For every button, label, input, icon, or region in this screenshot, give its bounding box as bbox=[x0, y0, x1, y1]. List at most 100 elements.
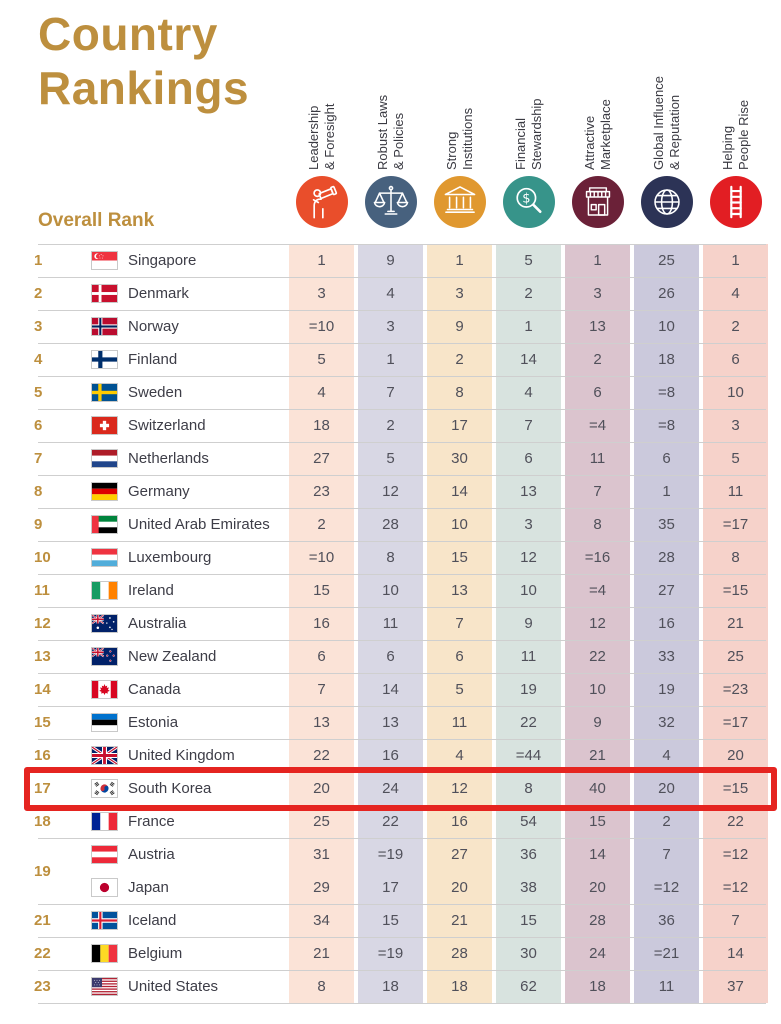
rank-value-cell-robust-laws-policies: 17 bbox=[382, 879, 399, 896]
country-name: Estonia bbox=[128, 714, 179, 731]
rank-value-cell-financial-stewardship: 1 bbox=[524, 318, 533, 335]
rank-value-cell-attractive-marketplace: 11 bbox=[589, 450, 606, 467]
country-name: Sweden bbox=[128, 384, 183, 401]
rank-value-cell-attractive-marketplace: 3 bbox=[593, 285, 602, 302]
column-stripe-helping-people-rise bbox=[703, 244, 768, 1003]
country-name: Denmark bbox=[128, 285, 189, 302]
page-title-line2: Rankings bbox=[38, 61, 250, 114]
rank-value-cell-global-influence-reputation: 25 bbox=[658, 252, 675, 269]
column-header-line: & Reputation bbox=[666, 94, 682, 170]
overall-rank-value: 23 bbox=[34, 978, 51, 995]
row-separator bbox=[38, 970, 766, 971]
rank-value-cell-leadership-foresight: 16 bbox=[313, 615, 330, 632]
rank-value-cell-helping-people-rise: 8 bbox=[731, 549, 740, 566]
rank-value-cell-attractive-marketplace: 22 bbox=[589, 648, 606, 665]
rank-value-cell-strong-institutions: 1 bbox=[455, 252, 464, 269]
rank-value-cell-global-influence-reputation: 26 bbox=[658, 285, 675, 302]
rank-value-cell-global-influence-reputation: =12 bbox=[653, 879, 680, 896]
rank-value-cell-global-influence-reputation: 7 bbox=[662, 846, 671, 863]
column-stripe-leadership-foresight bbox=[289, 244, 354, 1003]
overall-rank-value: 11 bbox=[34, 582, 50, 599]
column-header-line: Stewardship bbox=[528, 98, 544, 170]
rank-value-cell-strong-institutions: 7 bbox=[455, 615, 464, 632]
rank-value-cell-attractive-marketplace: =4 bbox=[588, 417, 607, 434]
country-name: Canada bbox=[128, 681, 181, 698]
page-title: Country Rankings bbox=[38, 8, 249, 116]
column-header-line: Attractive bbox=[581, 115, 597, 170]
country-name: Belgium bbox=[128, 945, 183, 962]
overall-rank-value: 21 bbox=[34, 912, 51, 929]
column-header-line: Strong bbox=[443, 131, 459, 170]
rank-value-cell-robust-laws-policies: 13 bbox=[382, 714, 399, 731]
overall-rank-value: 8 bbox=[34, 483, 43, 500]
rank-value-cell-financial-stewardship: 2 bbox=[524, 285, 533, 302]
country-name: United States bbox=[128, 978, 219, 995]
overall-rank-value: 7 bbox=[34, 450, 43, 467]
country-name: Luxembourg bbox=[128, 549, 212, 566]
rank-value-cell-robust-laws-policies: 12 bbox=[382, 483, 399, 500]
column-header-label-robust-laws-policies: Robust Laws & Policies bbox=[375, 95, 407, 170]
rank-value-cell-leadership-foresight: 21 bbox=[313, 945, 330, 962]
rank-value-cell-financial-stewardship: 11 bbox=[520, 648, 537, 665]
rank-value-cell-global-influence-reputation: 36 bbox=[658, 912, 675, 929]
denmark-flag-icon bbox=[91, 284, 118, 303]
ladder-icon bbox=[709, 176, 762, 228]
rank-value-cell-financial-stewardship: 13 bbox=[520, 483, 537, 500]
ireland-flag-icon bbox=[91, 581, 118, 600]
rank-value-cell-strong-institutions: 20 bbox=[451, 879, 468, 896]
svg-text:$: $ bbox=[522, 192, 530, 207]
rank-value-cell-global-influence-reputation: 2 bbox=[662, 813, 671, 830]
rank-value-cell-strong-institutions: 21 bbox=[451, 912, 468, 929]
country-name: United Kingdom bbox=[128, 747, 235, 764]
country-name: Norway bbox=[128, 318, 179, 335]
country-name: Ireland bbox=[128, 582, 174, 599]
rank-value-cell-financial-stewardship: 54 bbox=[520, 813, 537, 830]
row-separator bbox=[38, 277, 766, 278]
rank-value-cell-leadership-foresight: 1 bbox=[317, 252, 326, 269]
netherlands-flag-icon bbox=[91, 449, 118, 468]
rank-value-cell-helping-people-rise: 6 bbox=[731, 351, 740, 368]
canada-flag-icon bbox=[91, 680, 118, 699]
rank-value-cell-robust-laws-policies: 16 bbox=[382, 747, 399, 764]
page-title-line1: Country bbox=[38, 8, 218, 60]
globe-icon bbox=[640, 176, 693, 228]
rank-value-cell-leadership-foresight: 29 bbox=[313, 879, 330, 896]
rank-value-cell-strong-institutions: 28 bbox=[451, 945, 468, 962]
iceland-flag-icon bbox=[91, 911, 118, 930]
rank-value-cell-global-influence-reputation: 19 bbox=[658, 681, 675, 698]
rank-value-cell-financial-stewardship: 30 bbox=[520, 945, 537, 962]
overall-rank-value: 4 bbox=[34, 351, 43, 368]
column-stripe-financial-stewardship bbox=[496, 244, 561, 1003]
rank-value-cell-robust-laws-policies: 9 bbox=[386, 252, 395, 269]
rank-value-cell-helping-people-rise: 10 bbox=[727, 384, 744, 401]
singapore-flag-icon bbox=[91, 251, 118, 270]
rank-value-cell-helping-people-rise: =17 bbox=[722, 516, 749, 533]
rank-value-cell-leadership-foresight: 31 bbox=[313, 846, 330, 863]
country-name: United Arab Emirates bbox=[128, 516, 270, 533]
column-header-line: People Rise bbox=[735, 99, 751, 170]
rank-value-cell-helping-people-rise: 22 bbox=[727, 813, 744, 830]
country-name: Japan bbox=[128, 879, 169, 896]
rank-value-cell-attractive-marketplace: 1 bbox=[593, 252, 602, 269]
column-stripe-global-influence-reputation bbox=[634, 244, 699, 1003]
country-name: Singapore bbox=[128, 252, 197, 269]
rank-value-cell-strong-institutions: 8 bbox=[455, 384, 464, 401]
rank-value-cell-global-influence-reputation: 18 bbox=[658, 351, 675, 368]
rank-value-cell-attractive-marketplace: 21 bbox=[589, 747, 606, 764]
rank-value-cell-financial-stewardship: 6 bbox=[524, 450, 533, 467]
rank-value-cell-robust-laws-policies: 14 bbox=[382, 681, 399, 698]
row-separator bbox=[38, 838, 766, 839]
rank-value-cell-leadership-foresight: 22 bbox=[313, 747, 330, 764]
rank-value-cell-attractive-marketplace: 2 bbox=[593, 351, 602, 368]
rank-value-cell-helping-people-rise: 3 bbox=[731, 417, 740, 434]
column-header-line: Institutions bbox=[459, 107, 475, 170]
rank-value-cell-leadership-foresight: 20 bbox=[313, 780, 330, 797]
row-separator bbox=[38, 475, 766, 476]
united-arab-emirates-flag-icon bbox=[91, 515, 118, 534]
rank-value-cell-helping-people-rise: =15 bbox=[722, 780, 749, 797]
rank-value-cell-helping-people-rise: 14 bbox=[727, 945, 744, 962]
rank-value-cell-financial-stewardship: 4 bbox=[524, 384, 533, 401]
overall-rank-value: 14 bbox=[34, 681, 51, 698]
rank-value-cell-strong-institutions: 4 bbox=[455, 747, 464, 764]
country-name: France bbox=[128, 813, 175, 830]
